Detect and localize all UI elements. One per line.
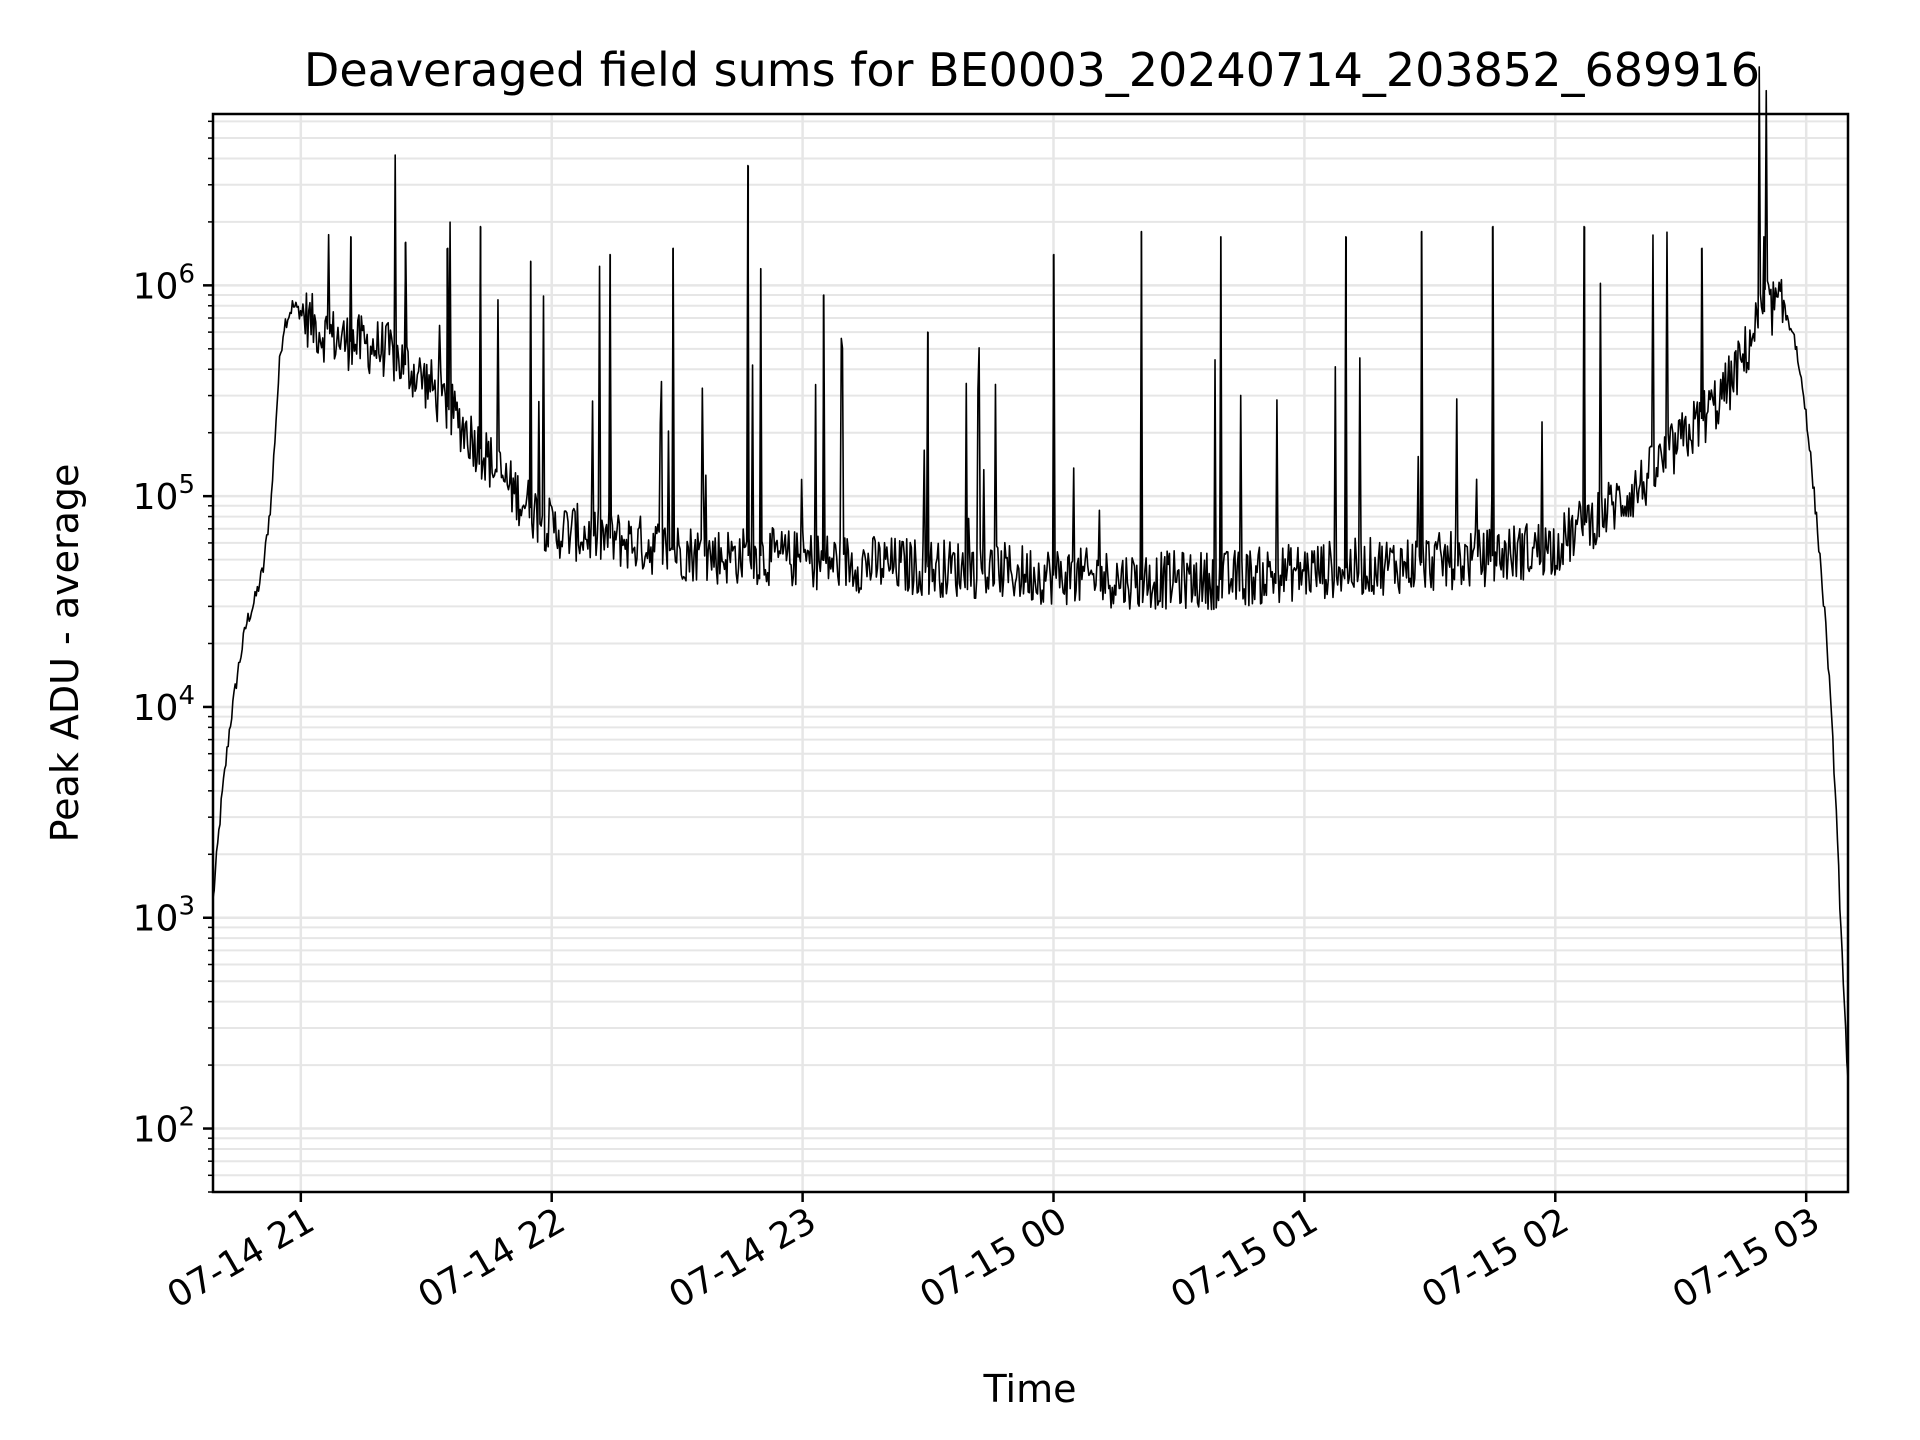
- y-tick-label: 104: [133, 681, 195, 729]
- series-group: [212, 66, 1849, 1079]
- grid-lines: [213, 114, 1848, 1193]
- y-tick-label: 106: [133, 259, 195, 307]
- y-tick-label: 105: [133, 470, 195, 518]
- y-axis: 102 103 104 105 106: [133, 120, 213, 1193]
- x-axis-label: Time: [983, 1367, 1077, 1411]
- y-axis-label: Peak ADU - average: [43, 464, 87, 843]
- series-line: [212, 66, 1849, 1079]
- y-tick-label: 103: [133, 892, 195, 940]
- plot-frame: [211, 112, 1850, 1194]
- y-tick-label: 102: [133, 1103, 195, 1151]
- chart-title: Deaveraged field sums for BE0003_2024071…: [304, 43, 1760, 97]
